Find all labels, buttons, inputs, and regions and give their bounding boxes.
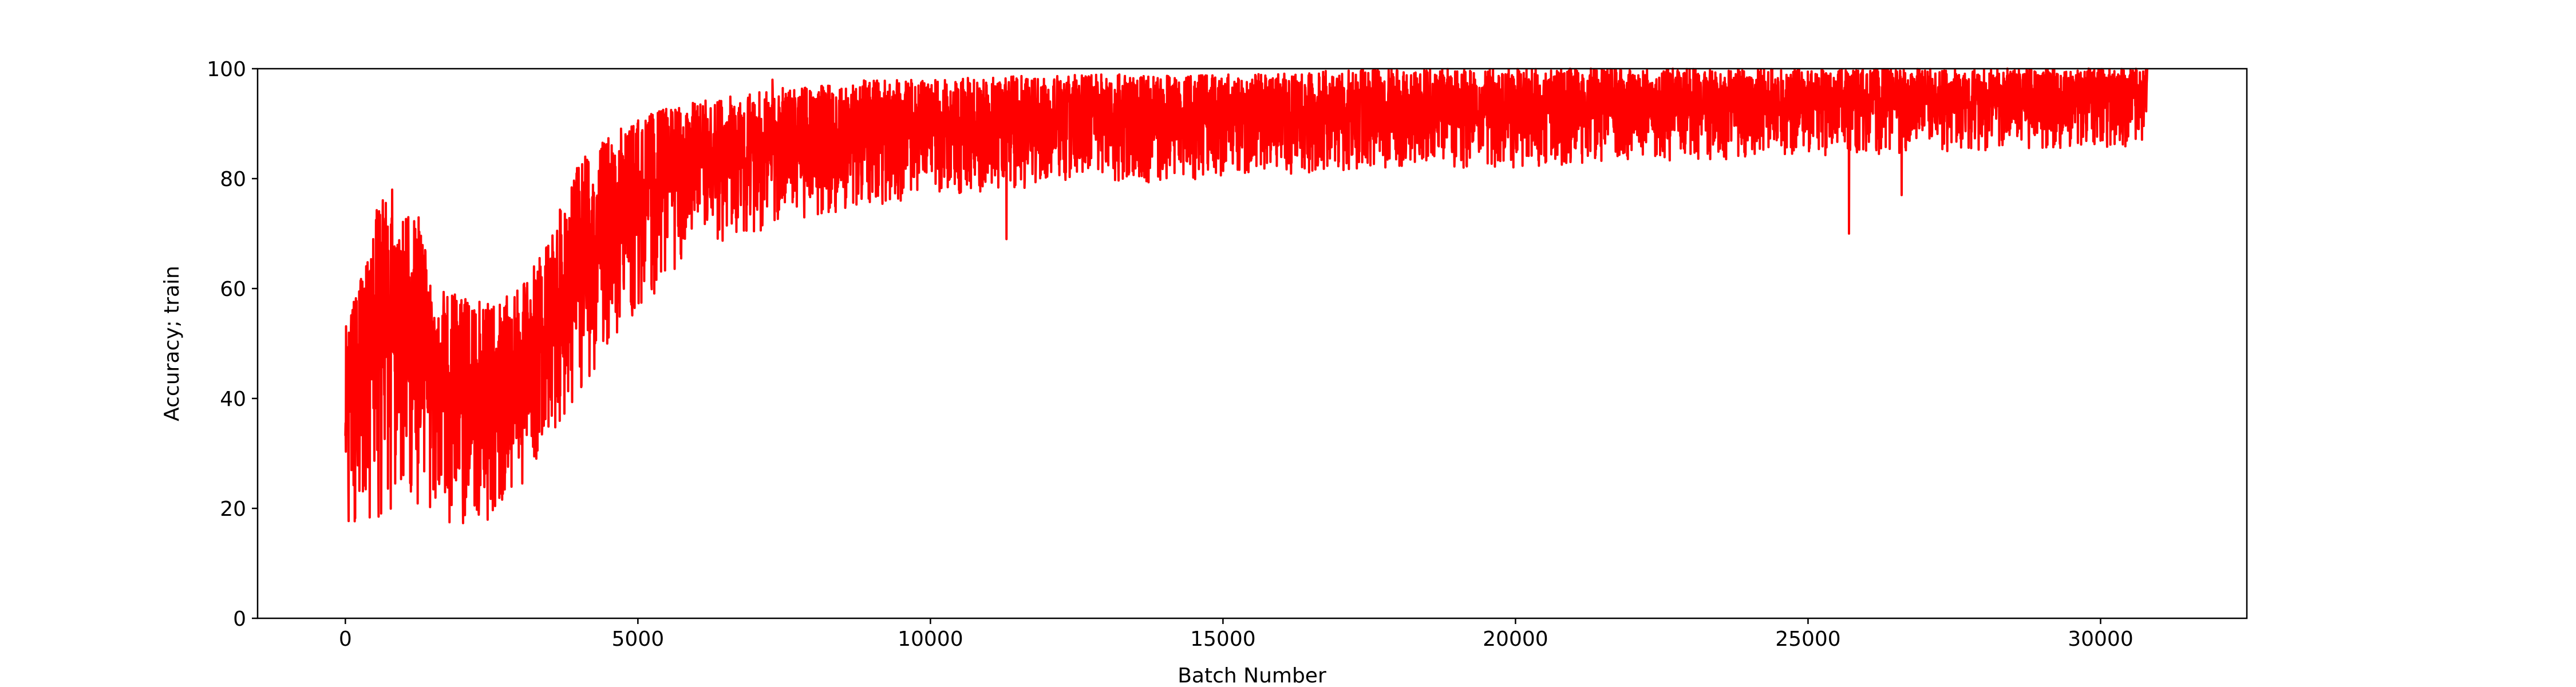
x-tick-label: 30000	[2068, 627, 2134, 651]
y-tick-label: 80	[220, 168, 246, 191]
x-tick-label: 25000	[1775, 627, 1841, 651]
y-tick-label: 60	[220, 278, 246, 301]
series-line	[344, 68, 2149, 524]
y-axis-label: Accuracy; train	[160, 266, 184, 421]
x-tick-label: 20000	[1483, 627, 1548, 651]
ticks-layer: 0 5000 10000 15000 20000 25000 30000 0 20 40 60 80 1…	[207, 58, 2133, 651]
x-tick-label: 15000	[1190, 627, 1256, 651]
y-tick-label: 20	[220, 498, 246, 521]
x-tick-label: 5000	[612, 627, 665, 651]
x-tick-label: 0	[339, 627, 352, 651]
x-tick-label: 10000	[898, 627, 963, 651]
y-tick-label: 0	[233, 607, 246, 631]
series-layer	[344, 68, 2149, 524]
axes-frame	[256, 68, 2248, 619]
y-tick-label: 100	[207, 58, 246, 81]
x-axis-label: Batch Number	[1178, 664, 1326, 687]
y-tick-label: 40	[220, 388, 246, 411]
